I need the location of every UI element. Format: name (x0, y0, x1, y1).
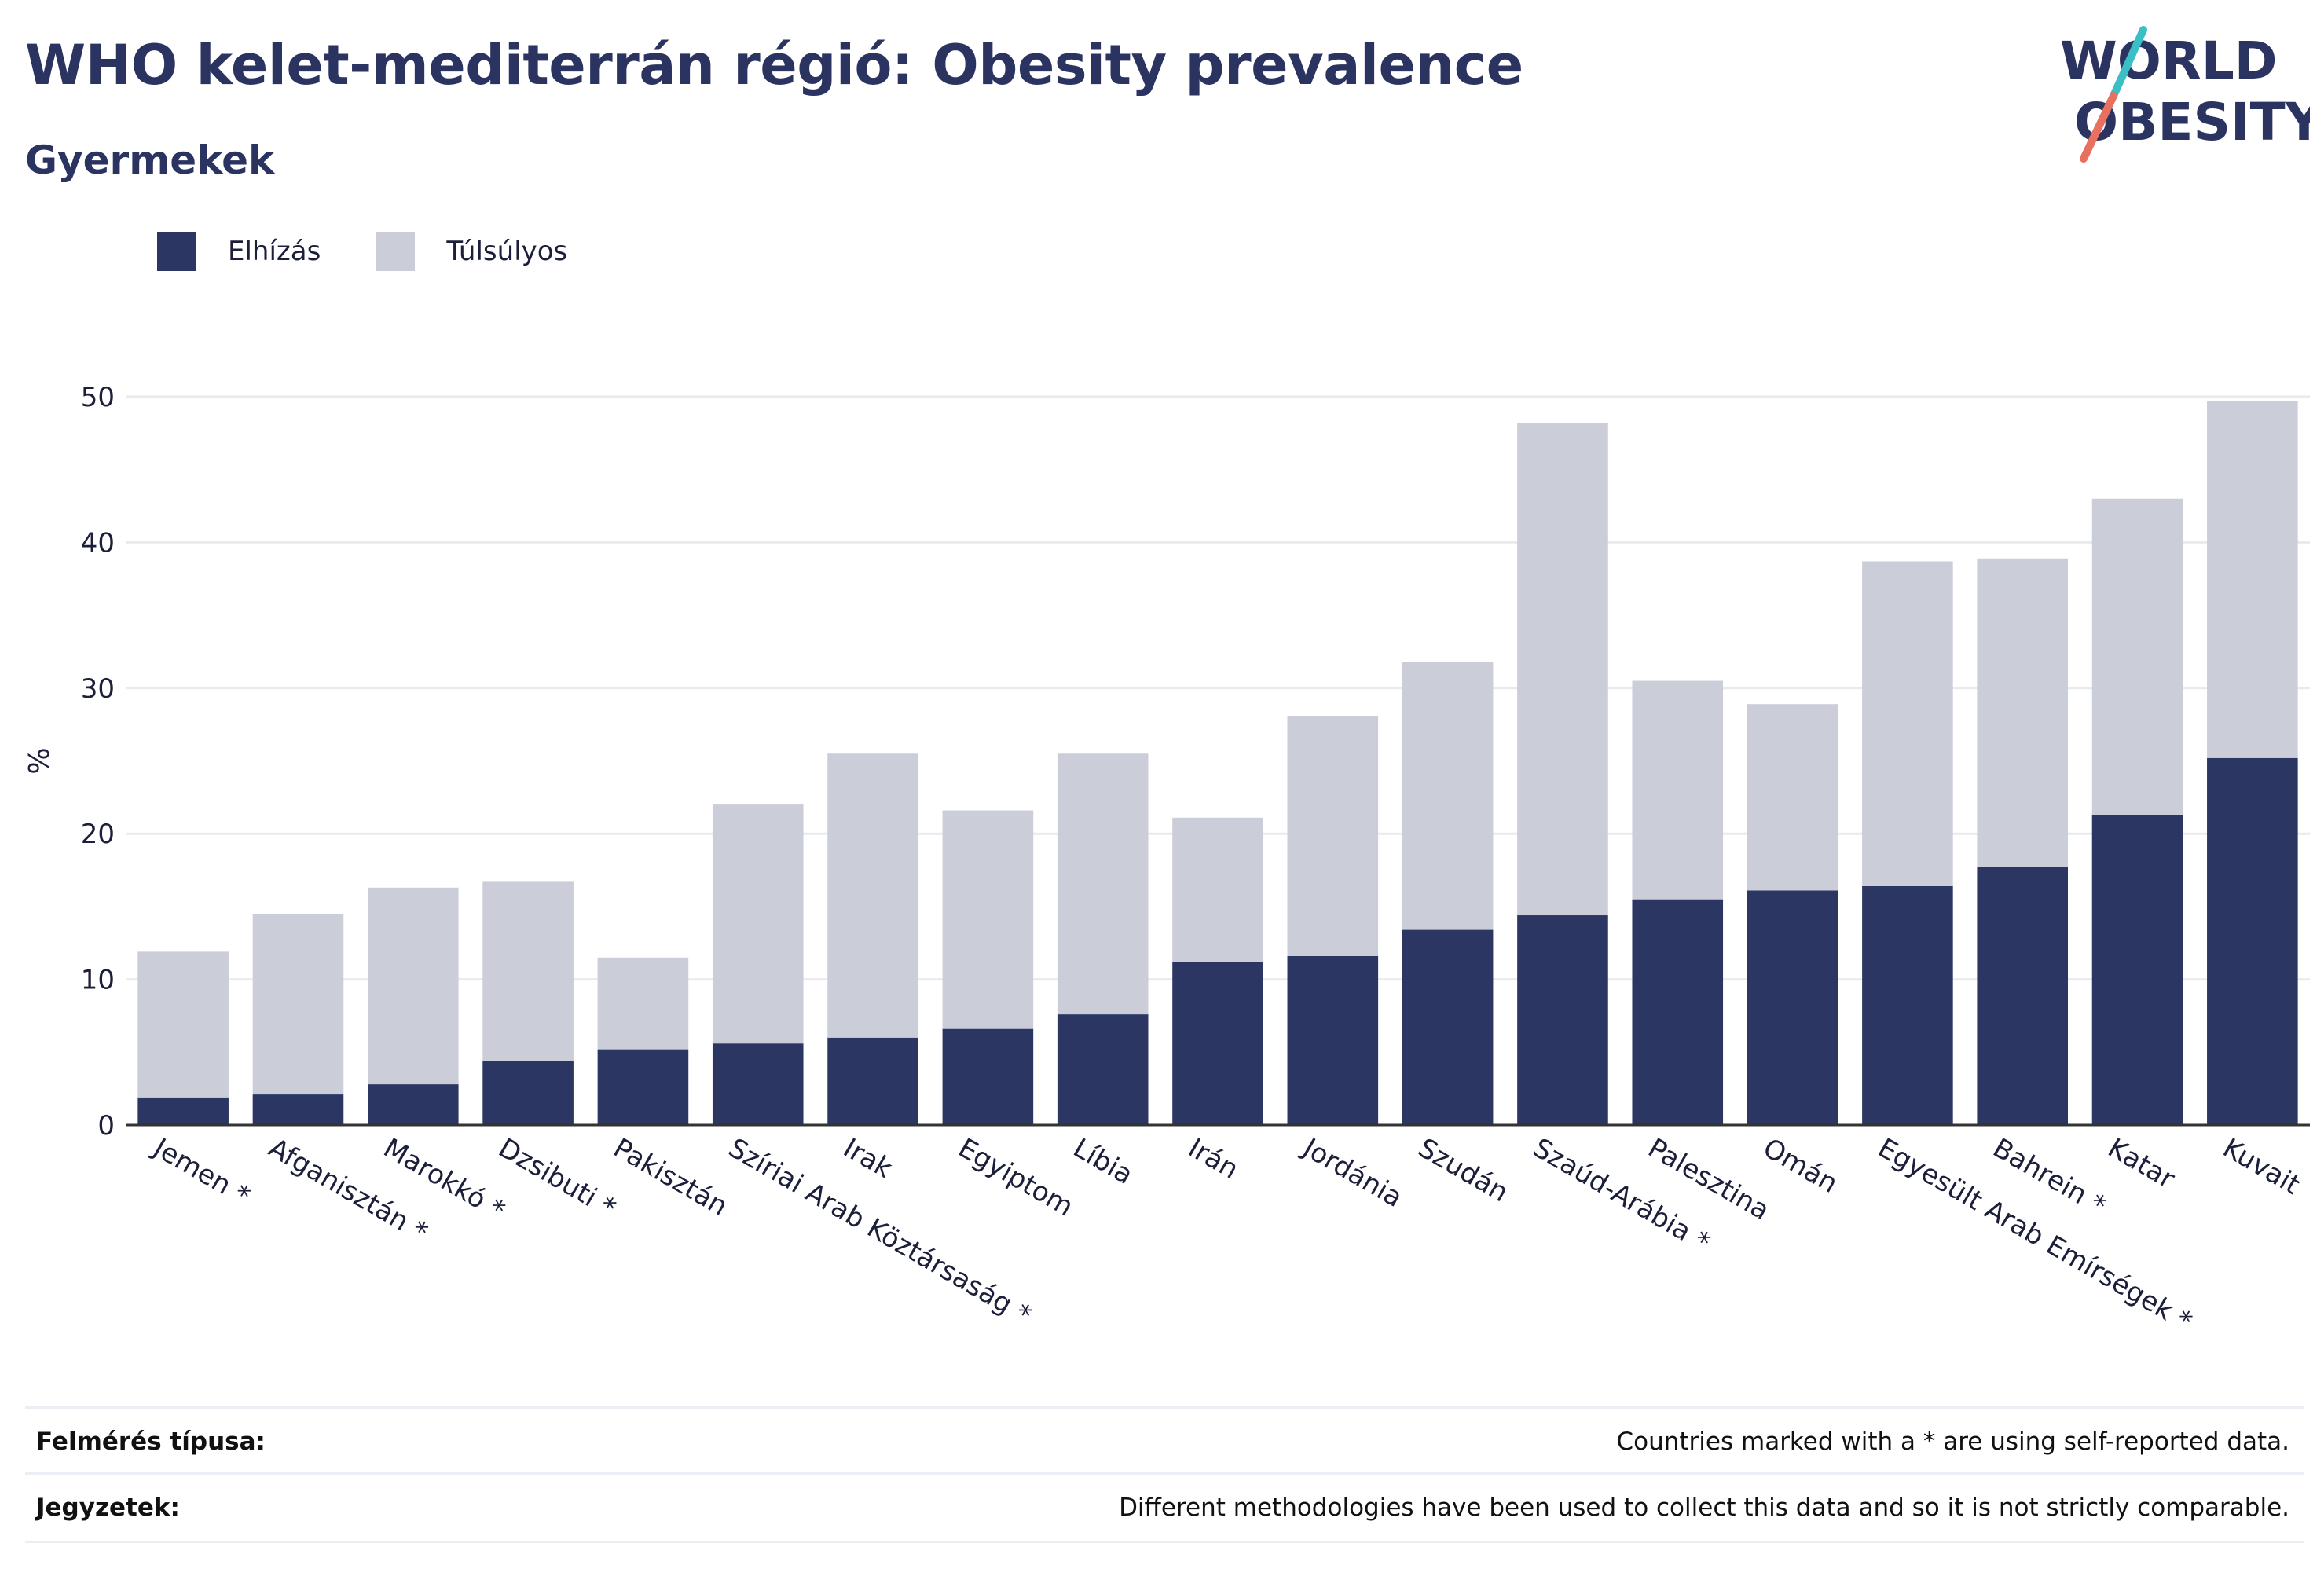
chart-legend: Elhízás Túlsúlyos (157, 232, 622, 271)
x-tick-label: Jordánia (1296, 1131, 1408, 1214)
bar-overweight (1747, 704, 1838, 891)
bar-overweight (1862, 561, 1953, 886)
legend-label-obesity: Elhízás (228, 236, 321, 267)
x-tick-label: Irak (838, 1132, 898, 1185)
bar-obesity (827, 1037, 918, 1125)
bar-obesity (367, 1084, 459, 1125)
x-tick-label: Kuvait (2217, 1132, 2305, 1201)
bar-obesity (1057, 1014, 1149, 1125)
x-tick-label: Szudán (1413, 1132, 1513, 1208)
y-tick-label: 50 (81, 382, 115, 413)
x-tick-label: Katar (2102, 1132, 2180, 1195)
bar-overweight (1632, 680, 1724, 900)
bar-obesity (1747, 890, 1838, 1125)
bar-overweight (1977, 558, 2069, 867)
bar-overweight (1517, 423, 1608, 916)
bar-obesity (712, 1043, 804, 1125)
bar-overweight (597, 957, 689, 1050)
legend-swatch-overweight (376, 232, 416, 271)
bar-obesity (1172, 962, 1263, 1125)
bar-obesity (1517, 915, 1608, 1125)
bar-obesity (1977, 867, 2069, 1125)
legend-item-obesity[interactable]: Elhízás (157, 232, 321, 271)
page-subtitle: Gyermekek (25, 137, 275, 183)
bar-obesity (1287, 955, 1379, 1125)
legend-item-overweight[interactable]: Túlsúlyos (376, 232, 567, 271)
footer-notes-value: Different methodologies have been used t… (1119, 1494, 2289, 1522)
bar-obesity (252, 1094, 344, 1125)
bar-overweight (1057, 753, 1149, 1015)
bar-overweight (827, 753, 918, 1038)
bar-overweight (1287, 716, 1379, 956)
y-axis-label: % (24, 747, 56, 774)
bar-obesity (137, 1097, 229, 1125)
bar-obesity (942, 1028, 1034, 1125)
y-tick-label: 40 (81, 527, 115, 559)
bar-obesity (2091, 815, 2183, 1125)
logo-slash-bottom (2080, 92, 2117, 163)
bar-overweight (2091, 498, 2183, 815)
bar-overweight (137, 951, 229, 1098)
bar-overweight (942, 810, 1034, 1029)
logo-slash-top (2110, 26, 2147, 100)
bar-obesity (1632, 899, 1724, 1125)
legend-label-overweight: Túlsúlyos (446, 236, 568, 267)
bar-obesity (1402, 929, 1494, 1125)
footer-notes-row: Jegyzetek: Different methodologies have … (25, 1472, 2304, 1543)
y-tick-label: 0 (97, 1110, 115, 1142)
footer-notes-label: Jegyzetek: (36, 1494, 180, 1522)
x-tick-label: Omán (1758, 1132, 1843, 1200)
bar-overweight (712, 804, 804, 1044)
footer-survey-type-label: Felmérés típusa: (36, 1428, 266, 1456)
bar-obesity (482, 1061, 574, 1125)
bar-overweight (252, 914, 344, 1095)
x-tick-label: Egyiptom (953, 1132, 1079, 1222)
bar-overweight (1402, 662, 1494, 930)
legend-swatch-obesity (157, 232, 196, 271)
x-tick-label: Pakisztán (608, 1132, 733, 1222)
bar-obesity (597, 1049, 689, 1125)
footer-survey-type-row: Felmérés típusa: Countries marked with a… (25, 1406, 2304, 1475)
bar-overweight (1172, 817, 1263, 962)
x-tick-label: Irán (1183, 1132, 1244, 1186)
x-tick-label: Líbia (1068, 1132, 1138, 1191)
bar-overweight (367, 887, 459, 1085)
y-tick-label: 30 (81, 673, 115, 705)
bar-overweight (482, 881, 574, 1061)
footer-survey-type-value: Countries marked with a * are using self… (1616, 1428, 2290, 1456)
bar-obesity (2207, 757, 2298, 1125)
bar-overweight (2207, 401, 2298, 758)
x-tick-label: Jemen * (147, 1131, 255, 1212)
bar-obesity (1862, 885, 1953, 1125)
y-tick-label: 20 (81, 819, 115, 850)
x-tick-label: Dzsibuti * (493, 1132, 621, 1224)
logo-text-world: WORLD (2060, 31, 2278, 91)
y-tick-label: 10 (81, 965, 115, 996)
world-obesity-logo: WORLD OBESITY (2060, 26, 2310, 163)
page-title: WHO kelet-mediterrán régió: Obesity prev… (25, 33, 1523, 97)
